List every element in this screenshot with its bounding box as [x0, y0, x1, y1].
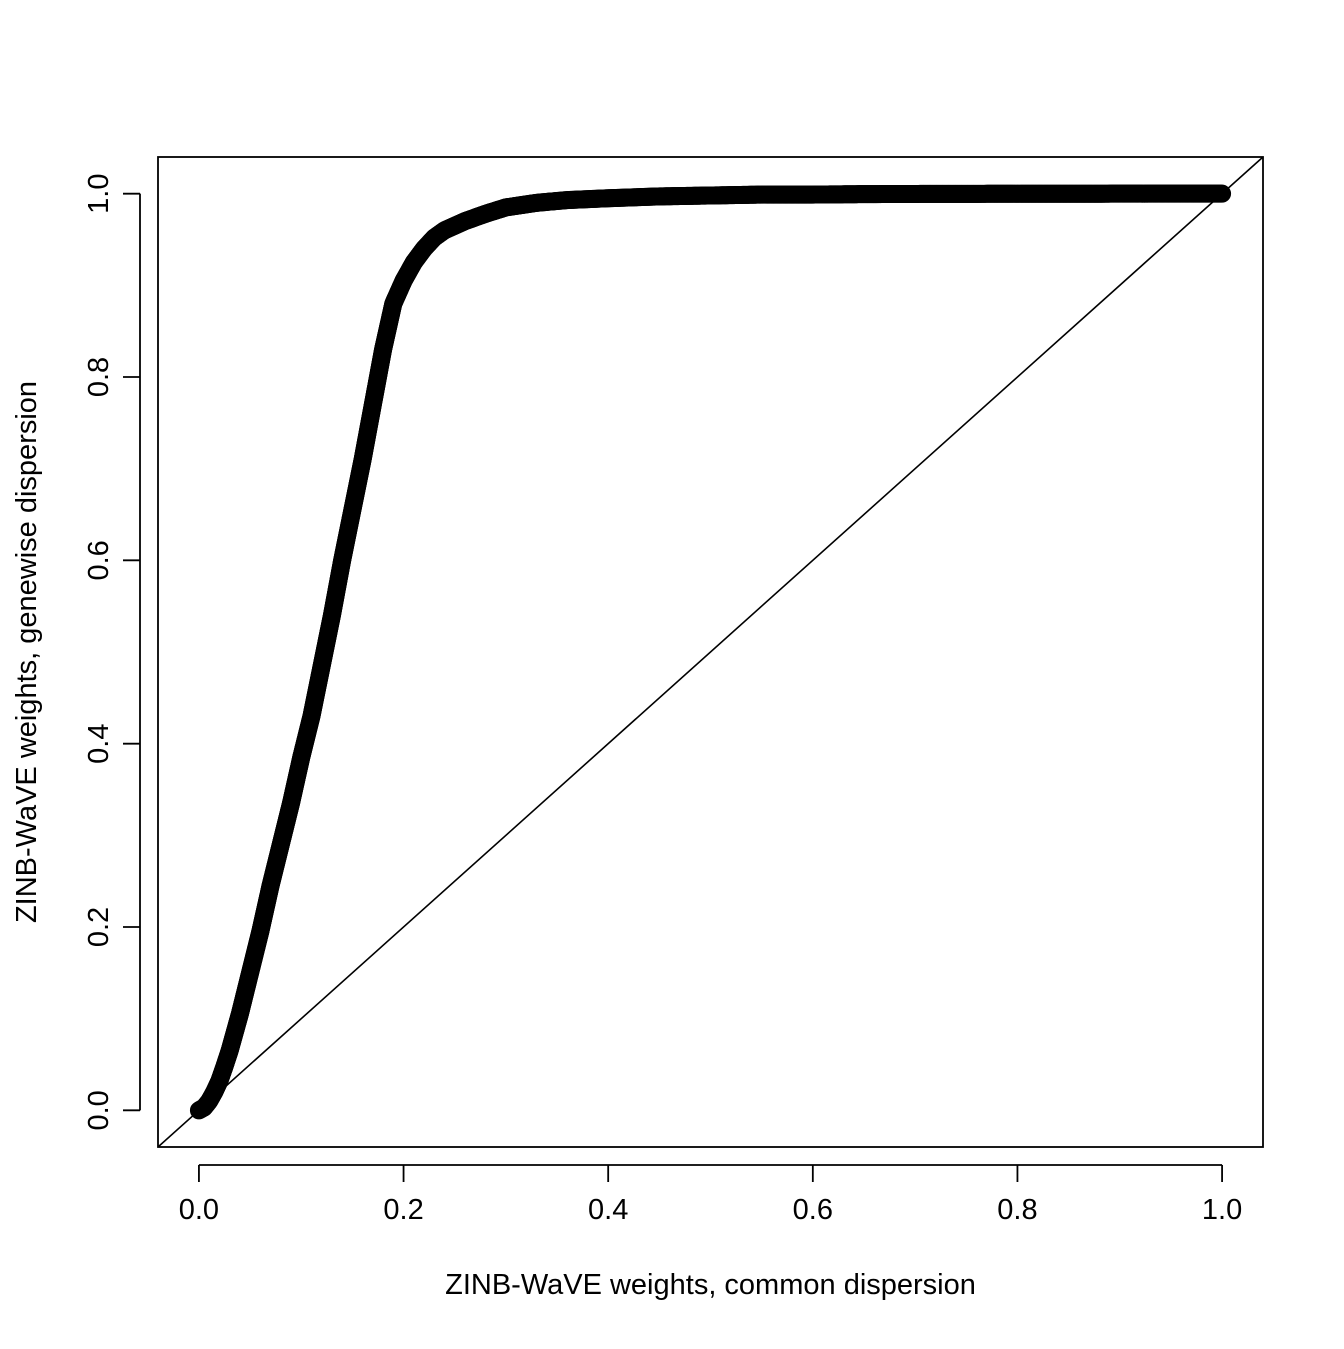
x-tick-label: 0.4 [588, 1194, 628, 1226]
x-tick-label: 0.0 [179, 1194, 219, 1226]
y-tick-label: 0.8 [83, 357, 115, 397]
x-axis: 0.0 0.2 0.4 0.6 0.8 1.0 [179, 1164, 1242, 1226]
x-tick-label: 0.8 [997, 1194, 1037, 1226]
y-tick-label: 0.6 [83, 540, 115, 580]
identity-reference-line [157, 156, 1264, 1148]
y-tick-label: 0.4 [83, 724, 115, 764]
data-point [1213, 184, 1232, 203]
y-tick-label: 1.0 [83, 174, 115, 214]
y-axis: 0.0 0.2 0.4 0.6 0.8 1.0 [83, 174, 141, 1130]
plot-frame [157, 156, 1264, 1148]
y-axis-title: ZINB-WaVE weights, genewise dispersion [11, 381, 43, 923]
points-layer [189, 184, 1232, 1120]
y-tick-label: 0.0 [83, 1090, 115, 1130]
x-tick-label: 1.0 [1202, 1194, 1242, 1226]
x-axis-title: ZINB-WaVE weights, common dispersion [445, 1269, 976, 1301]
y-tick-label: 0.2 [83, 907, 115, 947]
x-tick-label: 0.2 [383, 1194, 423, 1226]
x-tick-label: 0.6 [793, 1194, 833, 1226]
